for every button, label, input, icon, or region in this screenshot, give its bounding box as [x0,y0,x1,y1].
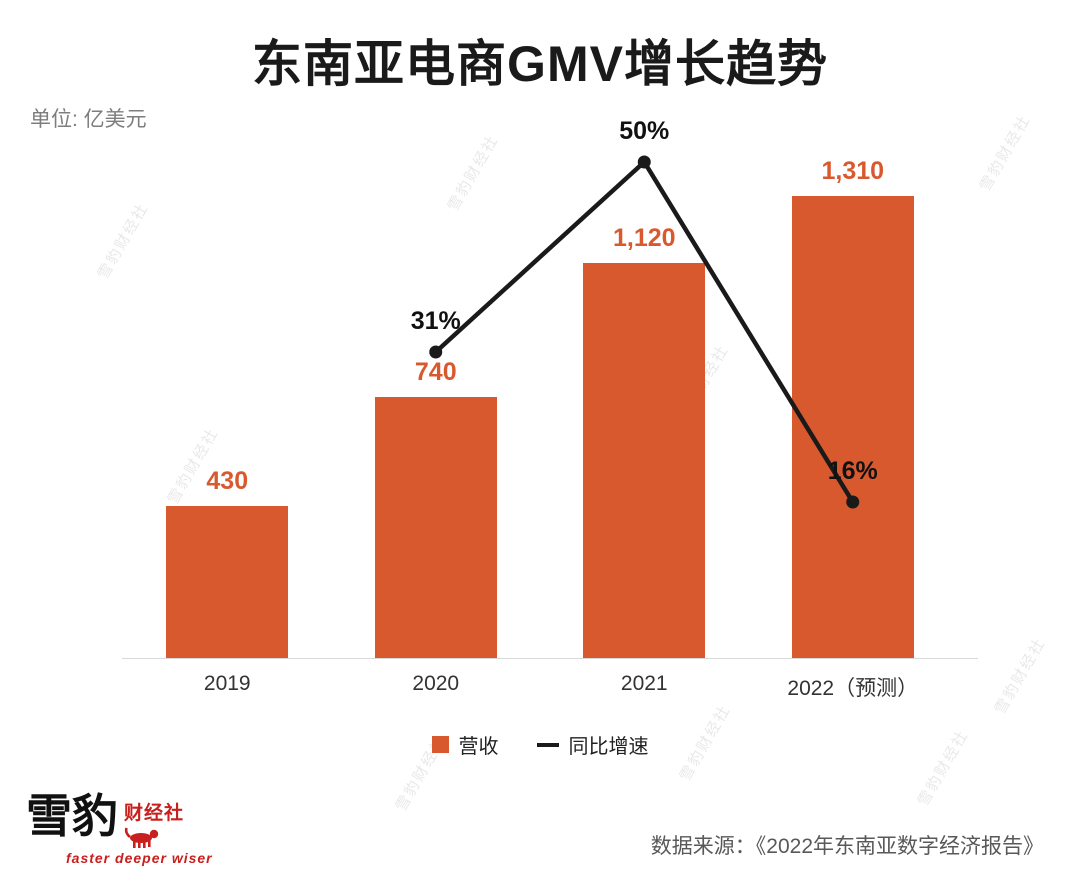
legend-item-revenue: 营收 [431,730,499,759]
legend-label-revenue: 营收 [458,736,499,758]
bar-value-label: 740 [414,358,457,387]
x-axis-label: 2021 [620,672,668,695]
legend: 营收 同比增速 [0,730,1080,759]
unit-label: 单位: 亿美元 [30,108,147,131]
bar-2020 [374,397,497,658]
logo: 雪豹 财经社 [26,794,184,849]
legend-item-growth: 同比增速 [536,730,649,759]
bar-value-label: 1,120 [612,224,676,252]
growth-percent-label: 16% [827,457,878,485]
chart-title: 东南亚电商GMV增长趋势 [252,36,828,92]
bar-value-label: 1,310 [821,157,885,185]
logo-side: 财经社 [124,794,184,849]
growth-percent-label: 31% [410,307,461,335]
data-source-text: 数据来源：《2022年东南亚数字经济报告》 [650,835,1044,858]
x-axis-label: 2022（预测） [787,677,919,700]
bar-2022 [791,196,914,658]
bar-2019 [166,506,289,658]
logo-tagline: faster deeper wiser [66,850,213,866]
logo-main-text: 雪豹 [26,791,118,842]
revenue-swatch-icon [431,736,449,753]
x-axis-line [122,658,978,659]
growth-swatch-icon [536,742,559,747]
logo-sub-text: 财经社 [124,803,185,824]
bar-2021 [583,263,706,658]
legend-label-growth: 同比增速 [568,736,649,758]
x-axis-label: 2019 [203,672,251,695]
growth-percent-label: 50% [619,117,670,145]
bar-value-label: 430 [206,467,249,496]
x-axis-label: 2020 [412,672,460,695]
leopard-icon [124,827,159,848]
